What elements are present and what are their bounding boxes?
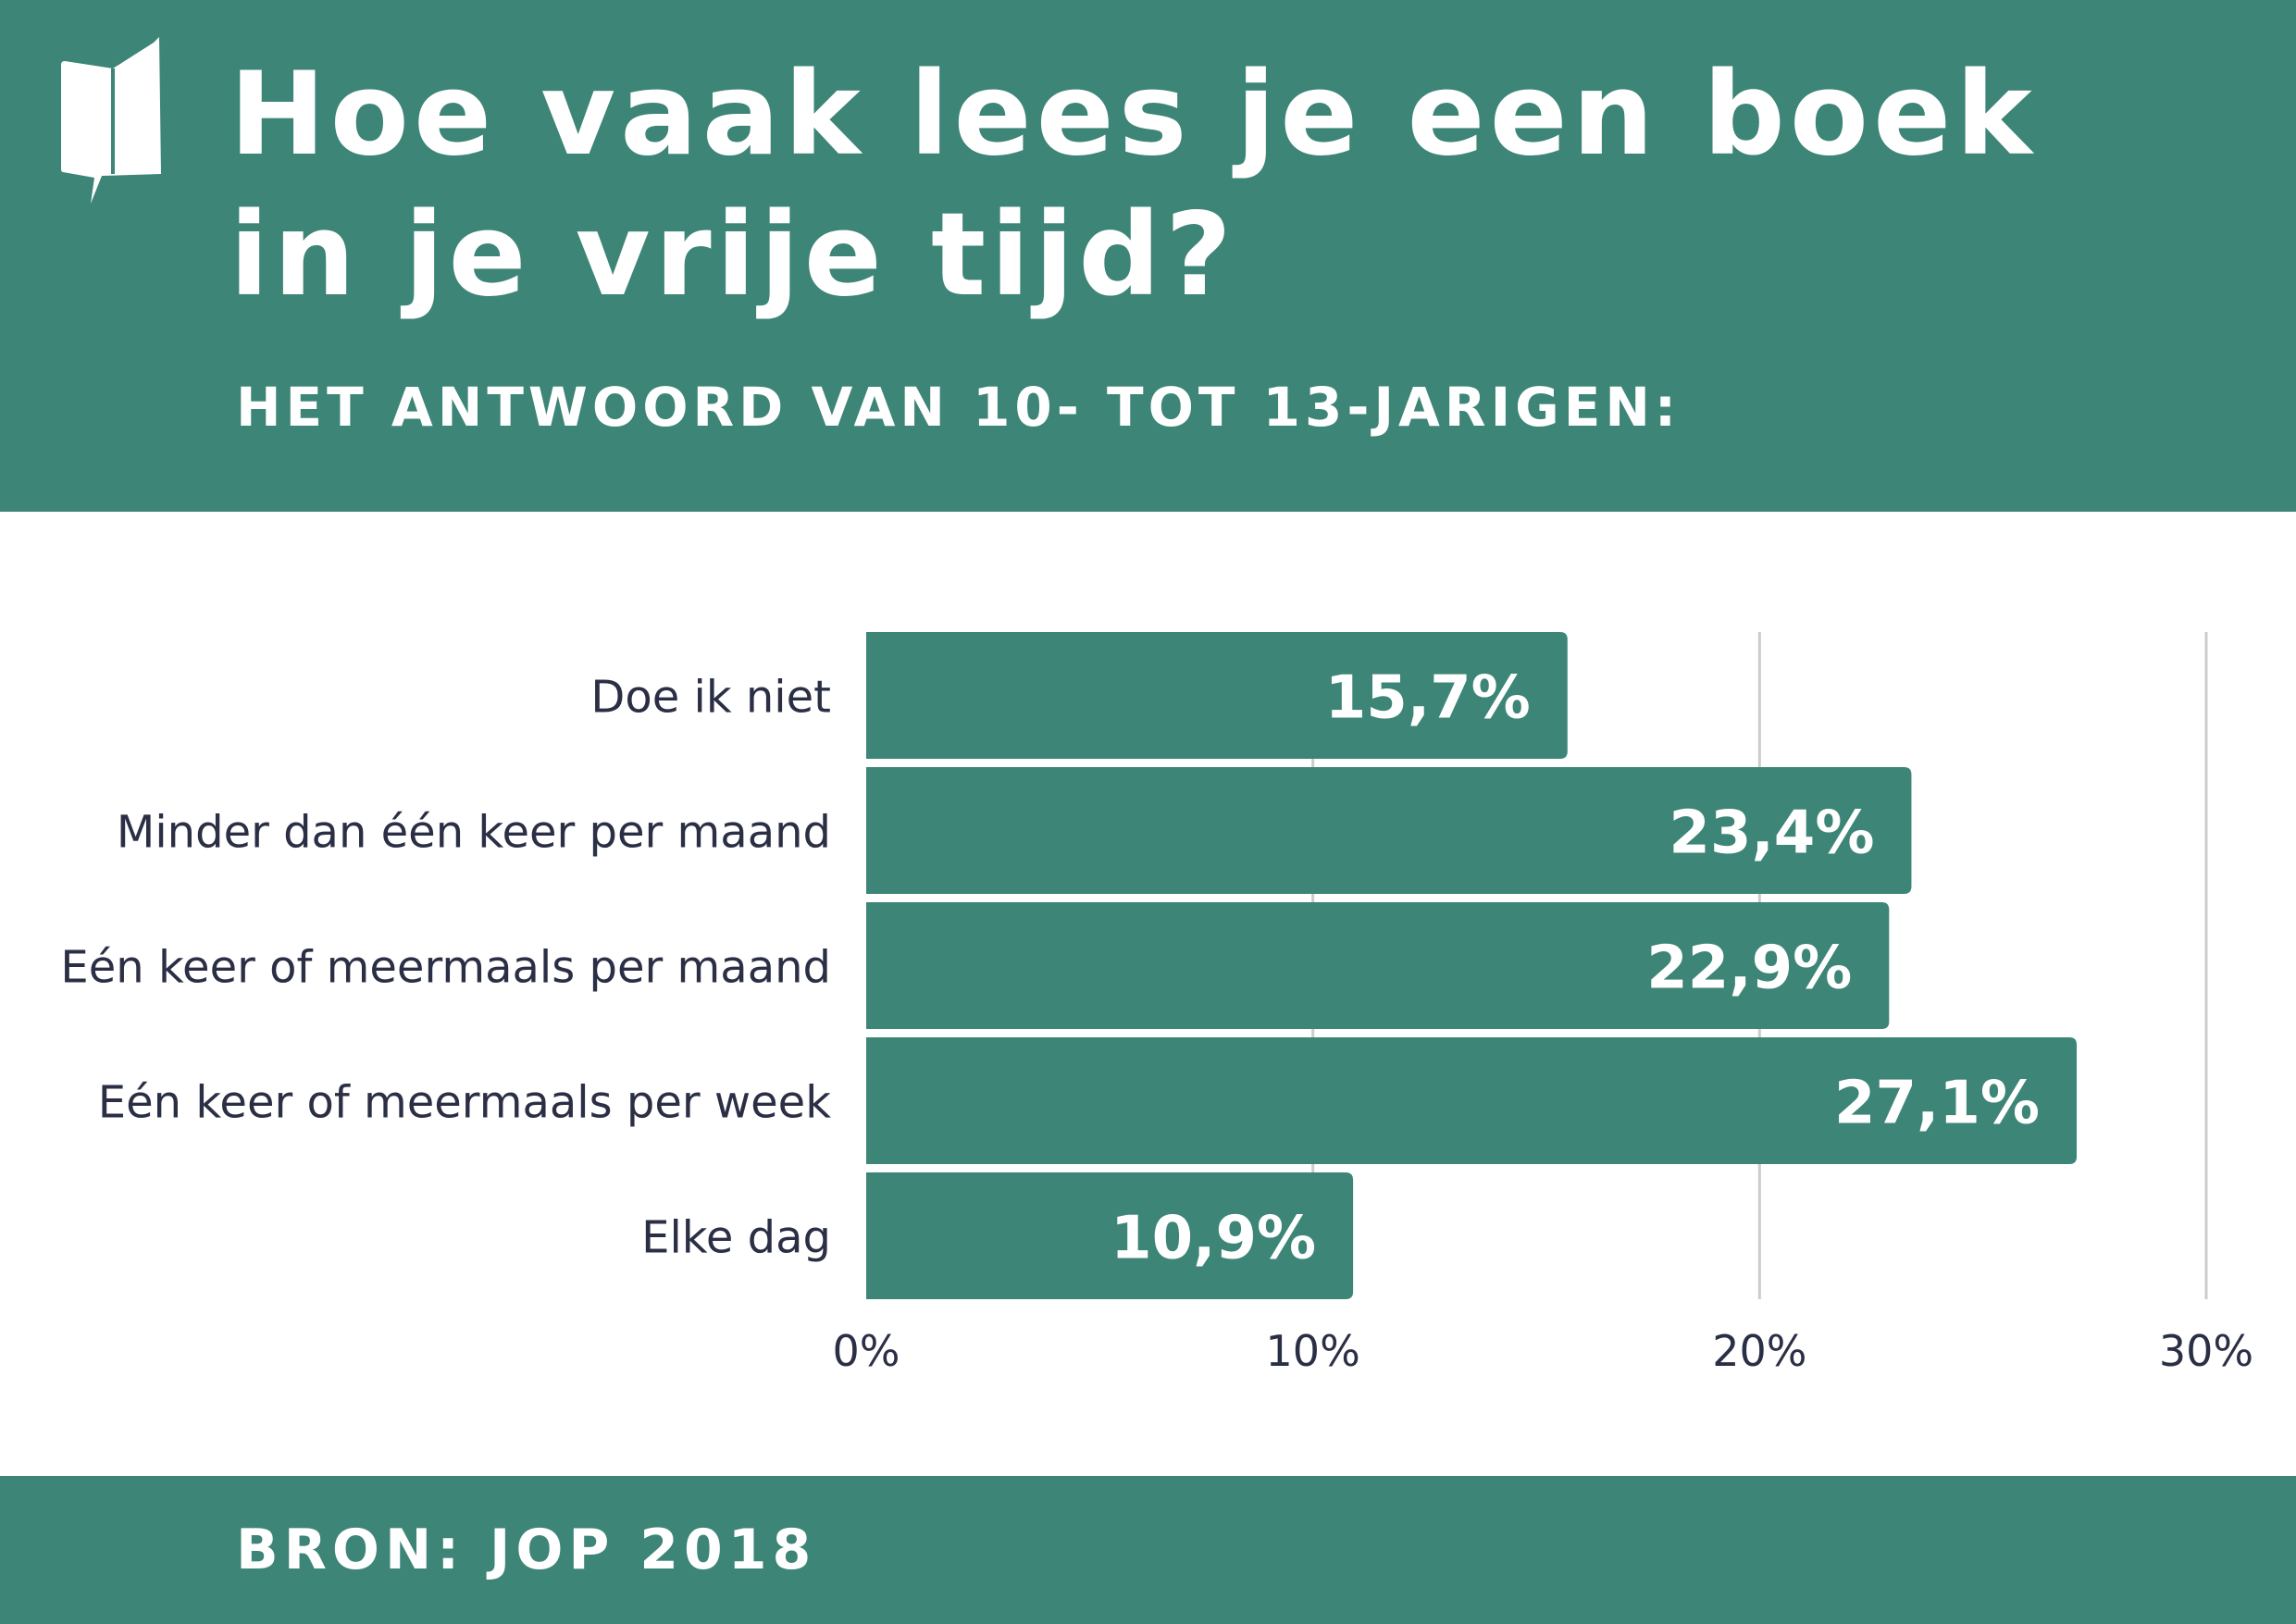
- x-tick-label: 10%: [1266, 1326, 1360, 1376]
- category-label: Minder dan één keer per maand: [117, 807, 831, 859]
- category-label: Eén keer of meermaals per maand: [60, 942, 831, 994]
- bar-value-label: 22,9%: [1646, 935, 1852, 1003]
- bar-value-label: 23,4%: [1669, 800, 1874, 868]
- header-banner: Hoe vaak lees je een boek in je vrije ti…: [0, 0, 2296, 512]
- source-label: BRON: JOP 2018: [236, 1518, 817, 1582]
- x-tick-label: 30%: [2159, 1326, 2253, 1376]
- title-line-2: in je vrije tijd?: [230, 189, 1236, 322]
- x-tick-label: 20%: [1712, 1326, 1806, 1376]
- category-label: Doe ik niet: [590, 672, 831, 724]
- bar: [866, 767, 1912, 894]
- category-label: Elke dag: [641, 1212, 831, 1264]
- labels-layer: 0% 10% 20% 30% 15,7% Doe ik niet 23,4% Minder d…: [60, 664, 2253, 1377]
- book-speech-bubble-icon: [61, 37, 161, 204]
- title-line-1: Hoe vaak lees je een boek: [230, 48, 2037, 181]
- bar-value-label: 27,1%: [1834, 1070, 2040, 1138]
- page-title: Hoe vaak lees je een boek in je vrije ti…: [230, 44, 2265, 326]
- bar-chart: 0% 10% 20% 30% 15,7% Doe ik niet 23,4% Minder d…: [60, 632, 2253, 1377]
- footer-banner: BRON: JOP 2018: [0, 1476, 2296, 1624]
- bar-value-label: 10,9%: [1111, 1205, 1316, 1273]
- bar: [866, 1172, 1354, 1299]
- chart-subtitle: HET ANTWOORD VAN 10- TOT 13-JARIGEN:: [236, 376, 1682, 439]
- bar-value-label: 15,7%: [1325, 664, 1531, 733]
- bar: [866, 902, 1890, 1029]
- category-label: Eén keer of meermaals per week: [98, 1077, 831, 1129]
- bar: [866, 1037, 2078, 1164]
- bars-layer: [866, 632, 2078, 1299]
- bar: [866, 632, 1568, 759]
- x-tick-label: 0%: [833, 1326, 900, 1376]
